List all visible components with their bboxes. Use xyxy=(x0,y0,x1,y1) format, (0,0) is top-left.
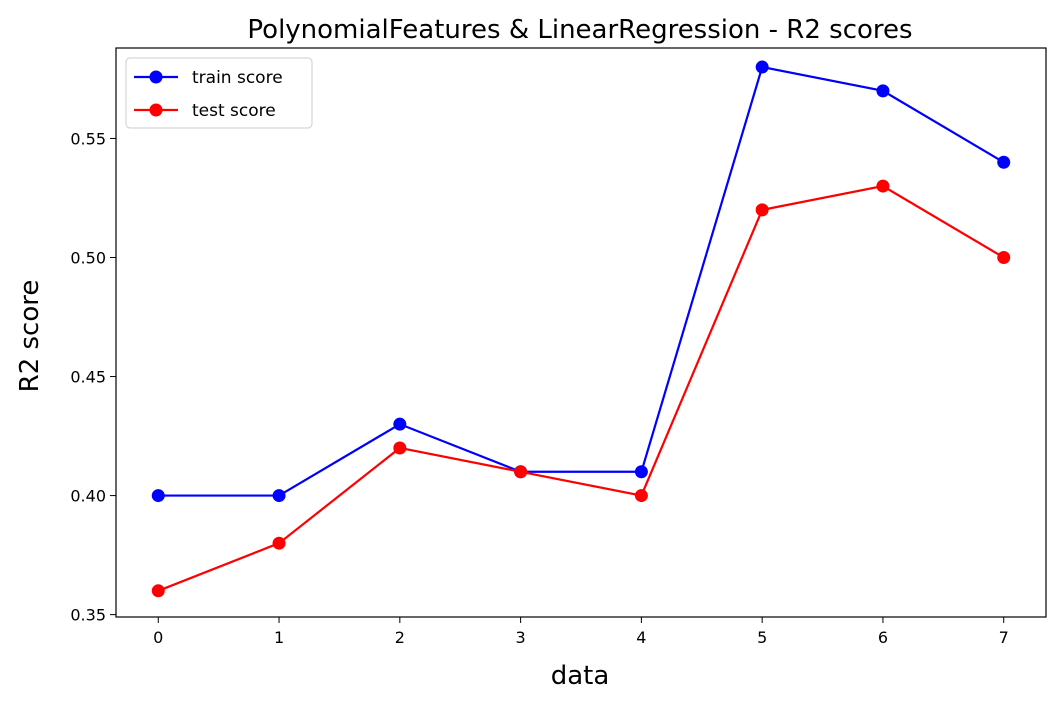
y-tick-label: 0.40 xyxy=(70,487,106,506)
plot-area: 0 1 2 3 4 5 6 7 0.35 0.40 0.45 0.50 0.55 xyxy=(70,47,1047,647)
data-point xyxy=(634,465,648,479)
data-point xyxy=(393,441,407,455)
data-point xyxy=(755,203,769,217)
data-point xyxy=(272,489,286,503)
legend: train score test score xyxy=(125,57,313,129)
data-point xyxy=(997,251,1011,265)
series-line xyxy=(157,184,1005,592)
legend-marker xyxy=(149,70,163,84)
data-point xyxy=(876,179,890,193)
x-tick-label: 5 xyxy=(757,628,767,647)
series-line xyxy=(158,65,1005,497)
y-axis-title: R2 score xyxy=(15,280,45,393)
data-point xyxy=(151,489,165,503)
x-tick-label: 0 xyxy=(153,628,163,647)
data-point xyxy=(997,155,1011,169)
legend-label: test score xyxy=(192,101,276,121)
legend-label: train score xyxy=(192,68,283,88)
axes-frame xyxy=(115,47,1047,618)
x-tick-label: 3 xyxy=(516,628,526,647)
chart-title: PolynomialFeatures & LinearRegression - … xyxy=(247,15,912,45)
data-point xyxy=(272,536,286,550)
legend-marker xyxy=(149,103,163,117)
x-tick-label: 7 xyxy=(999,628,1009,647)
x-tick-label: 1 xyxy=(274,628,284,647)
x-axis-title: data xyxy=(551,661,610,691)
x-tick-label: 4 xyxy=(636,628,646,647)
y-tick-label: 0.55 xyxy=(70,129,106,148)
data-point xyxy=(393,417,407,431)
data-point xyxy=(755,60,769,74)
y-tick-label: 0.35 xyxy=(70,606,106,625)
data-point xyxy=(514,465,528,479)
y-tick-label: 0.50 xyxy=(70,249,106,268)
y-tick-label: 0.45 xyxy=(70,368,106,387)
data-point xyxy=(151,584,165,598)
data-point xyxy=(876,84,890,98)
data-point xyxy=(634,489,648,503)
x-tick-label: 6 xyxy=(878,628,888,647)
x-tick-label: 2 xyxy=(395,628,405,647)
